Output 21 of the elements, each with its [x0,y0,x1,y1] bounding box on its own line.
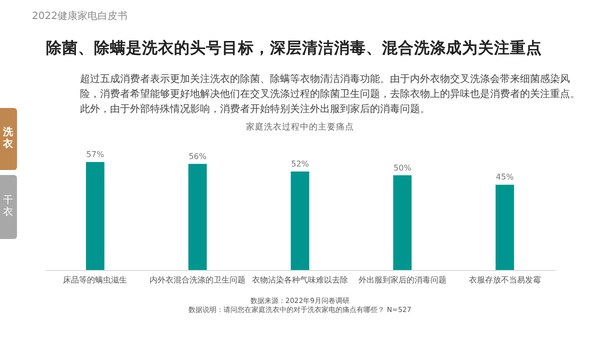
text: 洗衣 [3,127,14,151]
data-label: 56% [188,152,207,161]
x-tick-label: 衣服存放不当易发霉 [468,276,541,284]
data-label: 45% [496,172,514,182]
bar [188,164,207,270]
data-label: 52% [291,159,310,168]
bar [393,175,412,270]
text: 超过五成消费者表示更加关注洗衣的除菌、除螨等衣物清洁消毒功能。由于内外衣物交叉洗涤会带来细菌感染风险，消费者希望能够更好地解决他们在交叉洗涤过程的除菌卫生问题，去除衣物上的异味也是消费者的关注重点。此外，由于外部特殊情况影响，消费者开始特别关注外出服到家后的消毒问题。 [80,72,581,117]
bar [86,162,104,270]
x-tick-label: 衣物沾染各种气味难以去除 [252,276,348,284]
x-tick-label: 内外衣混合洗涤的卫生问题 [150,276,246,284]
data-label: 57% [86,150,104,159]
x-tick-label: 外出服到家后的消毒问题 [358,276,446,284]
bar [290,171,310,270]
x-tick-label: 床品等的螨虫滋生 [63,276,128,284]
bar [496,184,514,270]
text: 2022健康家电白皮书 [32,10,128,23]
text: 除菌、除螨是洗衣的头号目标，深层清洁消毒、混合洗涤成为关注重点 [46,38,542,59]
data-label: 50% [394,163,412,172]
text: 干衣 [3,195,14,219]
chart-title: 家庭洗衣过程中的主要痛点 [246,122,354,132]
